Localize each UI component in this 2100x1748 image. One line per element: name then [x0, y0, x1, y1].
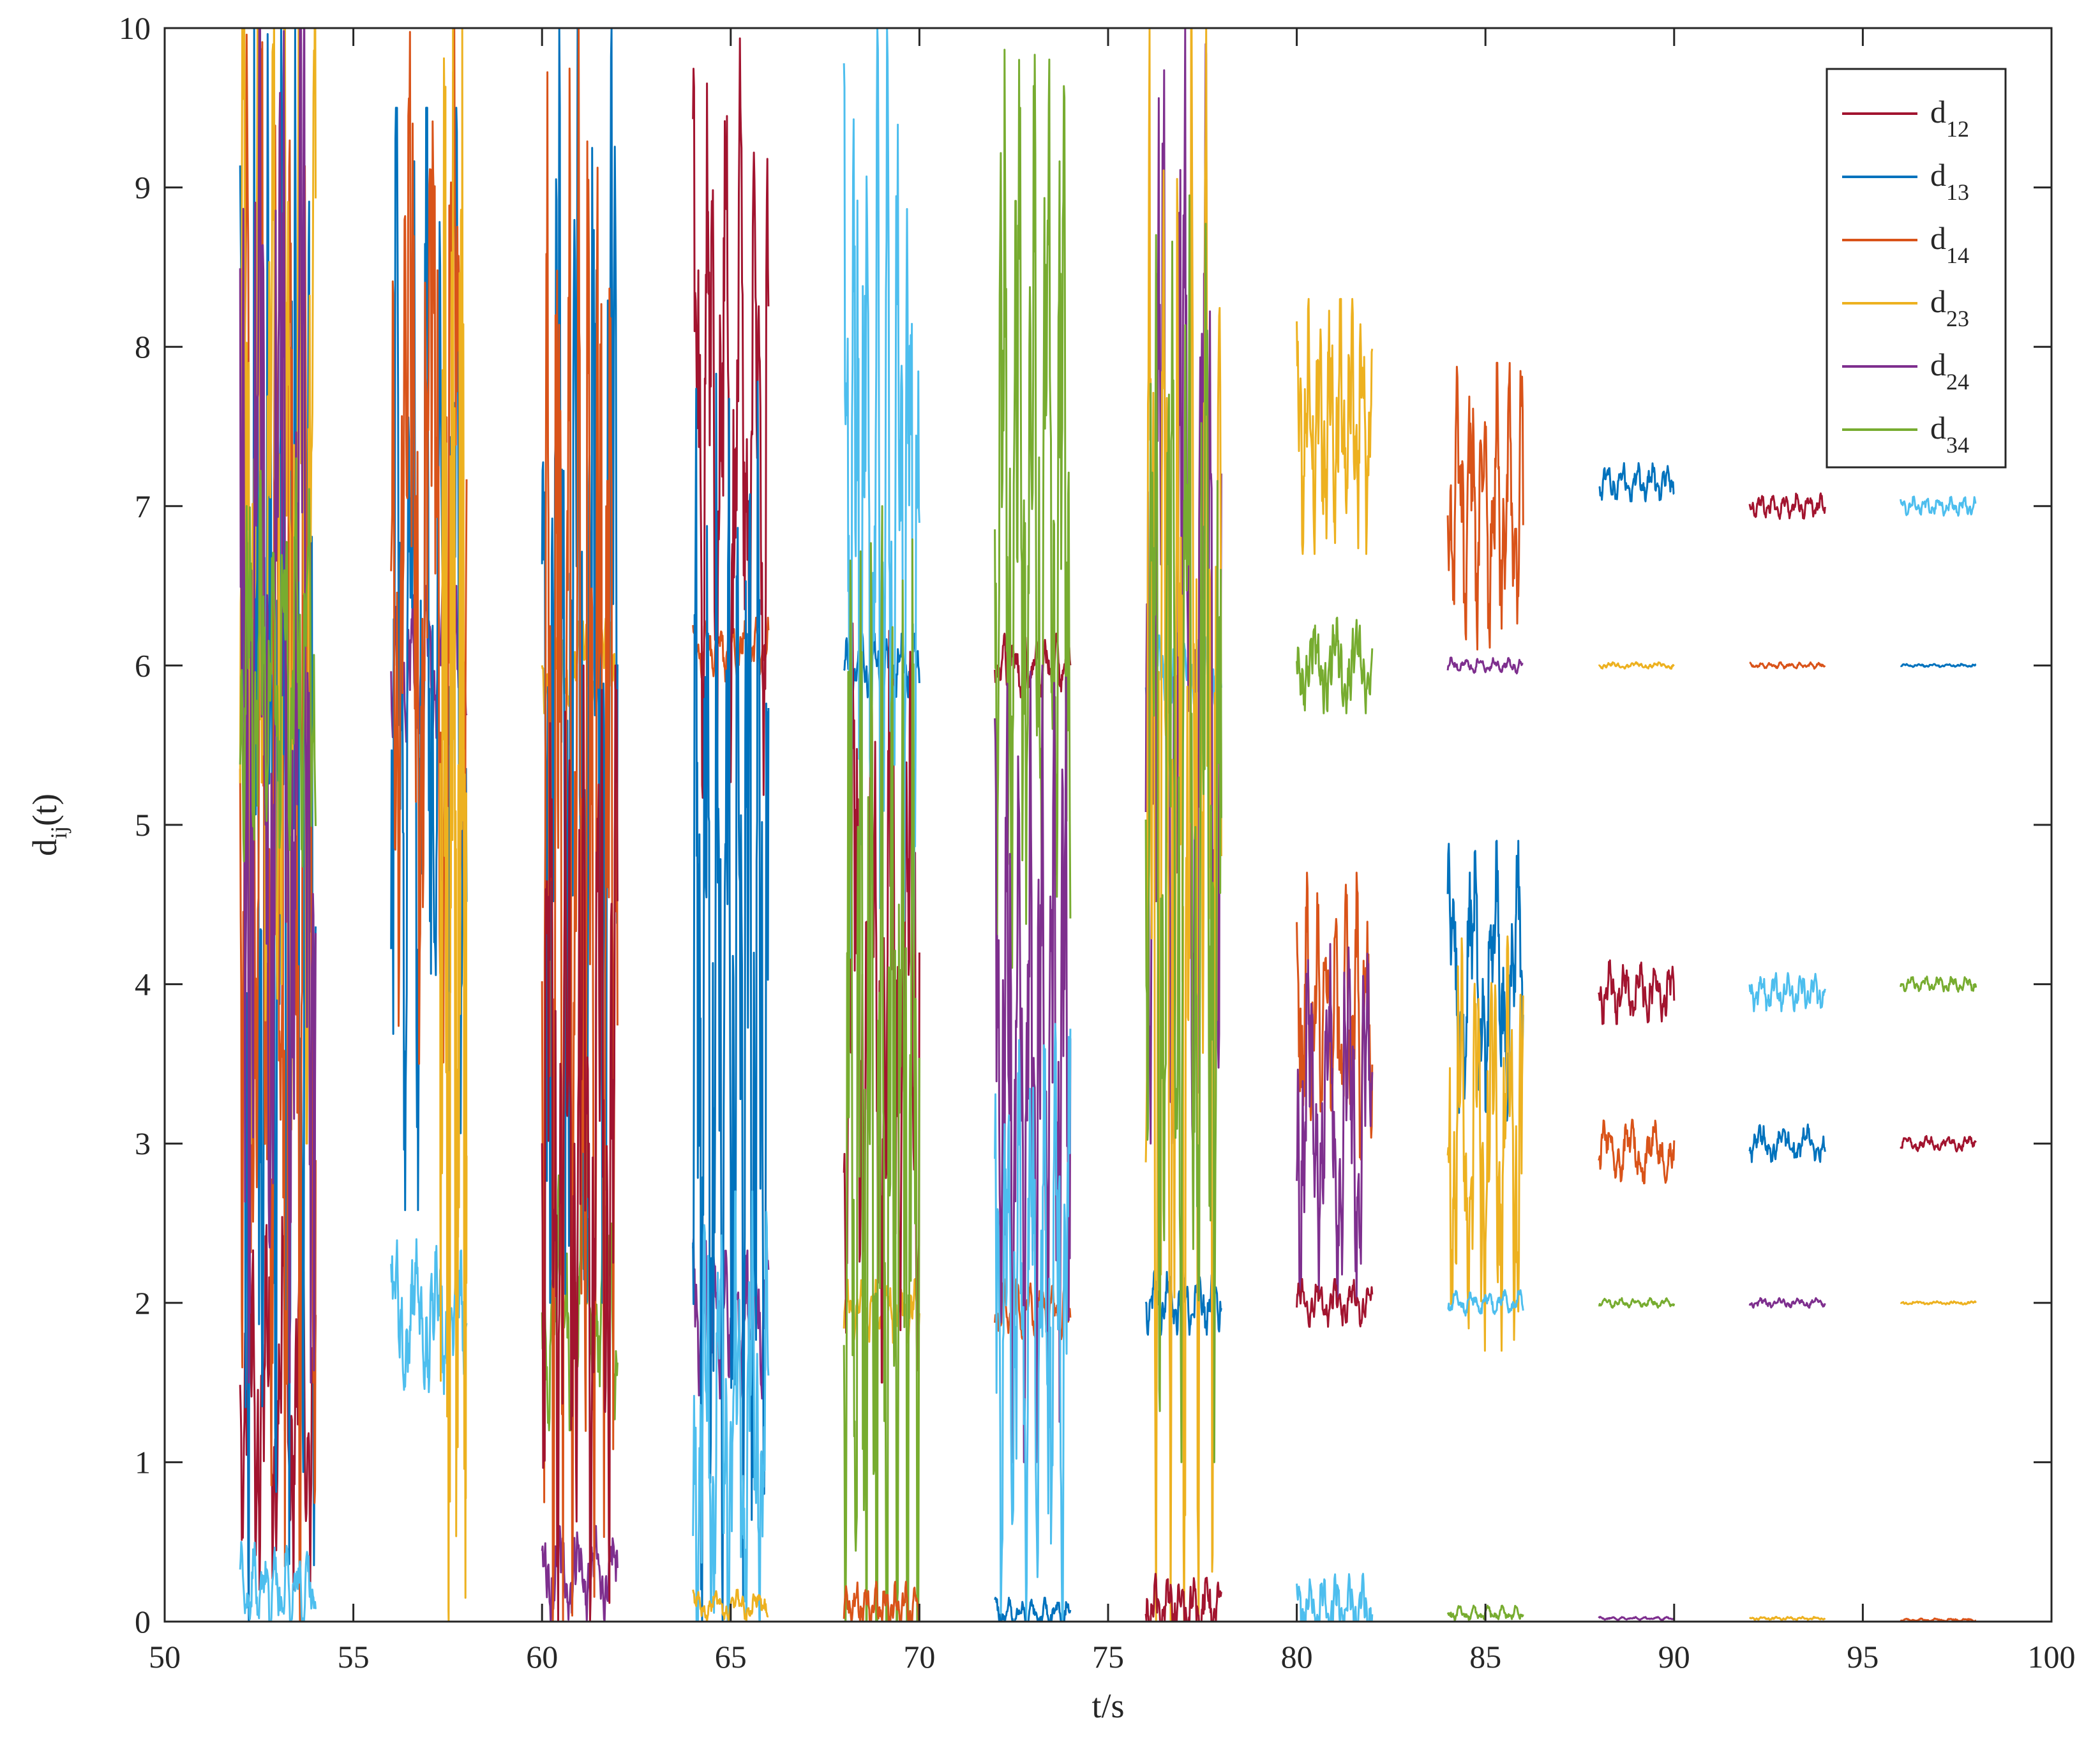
series-line-d12: [1296, 1277, 1374, 1328]
series-line-d34: [1598, 1297, 1676, 1309]
series-line-d34: [1144, 194, 1222, 1463]
y-axis-label: dij(t): [26, 794, 71, 856]
y-tick-label: 4: [135, 967, 151, 1002]
series-line-d13: [1598, 462, 1675, 502]
series-line-d14: [1749, 661, 1826, 670]
legend-label-34: d34: [1930, 410, 1969, 458]
x-tick-label: 70: [903, 1639, 935, 1675]
legend-label-sub: 24: [1946, 369, 1969, 395]
legend-label-14: d14: [1930, 220, 1969, 268]
y-tick-label: 0: [135, 1604, 151, 1639]
x-tick-label: 75: [1092, 1639, 1124, 1675]
series-line-d23: [1296, 298, 1374, 555]
legend-label-base: d: [1930, 157, 1946, 193]
legend-label-23: d23: [1930, 283, 1969, 331]
y-axis-label-sub: ij: [46, 826, 71, 839]
legend-label-base: d: [1930, 347, 1946, 382]
series-line-d34: [843, 505, 920, 1622]
y-tick-label: 2: [135, 1285, 151, 1321]
series-line-extra: [1296, 1572, 1374, 1622]
x-tick-label: 65: [715, 1639, 747, 1675]
series-line-d12: [843, 585, 920, 1384]
series-line-d24: [541, 1525, 619, 1622]
x-tick-label: 85: [1469, 1639, 1501, 1675]
legend-label-12: d12: [1930, 94, 1969, 142]
y-tick-label: 7: [135, 488, 151, 524]
x-tick-label: 80: [1281, 1639, 1313, 1675]
series-line-d23: [1900, 1300, 1977, 1306]
series-line-d13: [994, 1597, 1072, 1622]
legend-label-sub: 23: [1946, 306, 1969, 331]
legend-label-13: d13: [1930, 157, 1969, 205]
legend-label-sub: 14: [1946, 243, 1969, 268]
series-line-d34: [239, 457, 317, 868]
y-tick-label: 6: [135, 647, 151, 683]
legend-label-base: d: [1930, 94, 1946, 130]
legend-label-sub: 34: [1946, 432, 1969, 458]
series-line-d24: [1296, 943, 1374, 1304]
legend-box: [1826, 68, 2007, 469]
x-tick-label: 95: [1847, 1639, 1879, 1675]
series-line-d23: [1446, 935, 1524, 1352]
legend-label-base: d: [1930, 220, 1946, 256]
series-line-d13: [692, 372, 770, 1622]
series-line-d34: [1900, 976, 1977, 993]
x-axis-label: t/s: [1091, 1687, 1124, 1725]
y-axis-label-suffix: (t): [26, 794, 64, 826]
series-line-d14: [1900, 1617, 1977, 1622]
series-line-d12: [1900, 1134, 1977, 1153]
series-line-extra: [1447, 1289, 1524, 1317]
x-tick-label: 55: [338, 1639, 370, 1675]
x-tick-label: 50: [149, 1639, 181, 1675]
series-line-extra: [994, 1023, 1072, 1622]
x-tick-label: 90: [1658, 1639, 1690, 1675]
series-line-d24: [239, 28, 317, 1384]
series-layer: [239, 28, 1977, 1622]
series-line-d14: [1446, 361, 1524, 651]
y-tick-label: 1: [135, 1444, 151, 1480]
series-line-extra: [692, 1190, 770, 1622]
legend-label-sub: 12: [1946, 116, 1969, 142]
x-axis-ticks: 50 55 60 65 70 75 80 85 90 95 100: [149, 28, 2076, 1675]
y-tick-label: 9: [135, 170, 151, 206]
series-line-d12: [1598, 959, 1676, 1025]
series-line-d13: [1748, 1123, 1826, 1163]
series-line-d24: [1446, 656, 1524, 675]
series-line-d23: [1598, 661, 1675, 670]
x-tick-label: 100: [2028, 1639, 2076, 1675]
series-line-d14: [843, 1581, 920, 1622]
legend-label-24: d24: [1930, 347, 1969, 395]
series-line-d13: [1900, 663, 1977, 668]
series-line-d12: [541, 664, 619, 1622]
series-line-d12: [692, 37, 770, 826]
series-line-d14: [1598, 1119, 1676, 1185]
x-tick-label: 60: [526, 1639, 558, 1675]
y-tick-label: 10: [119, 10, 151, 46]
series-line-d24: [1748, 1297, 1826, 1309]
series-line-d34: [994, 49, 1072, 969]
series-line-d24: [1598, 1616, 1675, 1621]
legend-label-base: d: [1930, 283, 1946, 319]
plot-background: [165, 28, 2051, 1622]
series-line-d23: [1749, 1616, 1826, 1621]
series-line-extra: [1748, 972, 1826, 1013]
y-axis-label-base: d: [26, 839, 64, 856]
series-line-extra: [1900, 495, 1977, 517]
series-line-d12: [1748, 492, 1826, 520]
series-line-extra: [390, 1238, 468, 1400]
y-tick-label: 8: [135, 329, 151, 365]
legend-label-base: d: [1930, 410, 1946, 446]
legend-label-sub: 13: [1946, 179, 1969, 205]
series-line-d23: [439, 28, 468, 1622]
series-line-d34: [1296, 617, 1374, 714]
series-line-d12: [1144, 1572, 1222, 1622]
y-tick-label: 5: [135, 807, 151, 843]
series-line-extra: [239, 1541, 317, 1622]
y-tick-label: 3: [135, 1126, 151, 1161]
